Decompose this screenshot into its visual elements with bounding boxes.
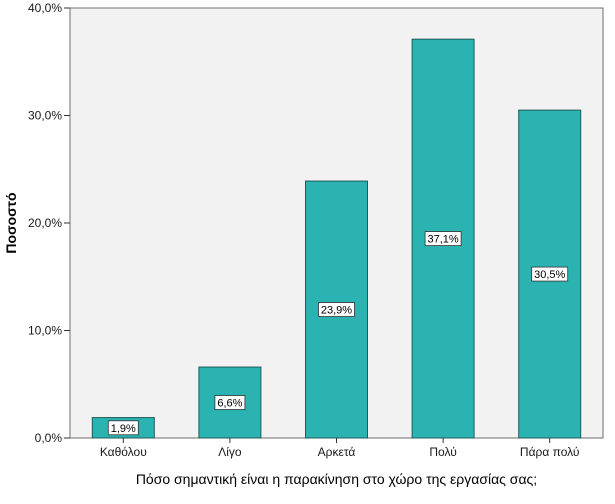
- data-label-box: [318, 302, 355, 317]
- x-tick-label: Πάρα πολύ: [520, 445, 580, 459]
- data-label-box: [107, 420, 139, 436]
- data-label-box: [214, 395, 246, 410]
- y-tick-label: 40,0%: [28, 1, 62, 15]
- bars-group: 1,9% 6,6% 23,9% 37,1% 30,5%: [91, 38, 582, 439]
- y-tick-label: 10,0%: [28, 324, 62, 338]
- axes-group: 0,0% 10,0% 20,0% 30,0% 40,0% Καθόλου Λίγο Αρκετ…: [28, 1, 579, 459]
- x-tick-label: Καθόλου: [100, 445, 147, 459]
- x-tick-label: Λίγο: [218, 445, 242, 459]
- data-label: 23,9%: [321, 305, 352, 317]
- data-label-box: [424, 231, 462, 246]
- data-label: 37,1%: [427, 234, 458, 246]
- y-tick-label: 0,0%: [35, 431, 63, 445]
- y-tick-label: 30,0%: [28, 109, 62, 123]
- y-axis-title: Ποσοστό: [3, 192, 19, 253]
- data-label-box: [531, 266, 569, 282]
- x-axis-title: Πόσο σημαντική είναι η παρακίνηση στο χώ…: [136, 471, 537, 487]
- data-label: 30,5%: [534, 269, 565, 281]
- y-tick-label: 20,0%: [28, 216, 62, 230]
- x-tick-label: Αρκετά: [318, 445, 356, 459]
- data-label: 6,6%: [217, 398, 242, 410]
- data-label: 1,9%: [111, 423, 136, 435]
- x-tick-label: Πολύ: [429, 445, 456, 459]
